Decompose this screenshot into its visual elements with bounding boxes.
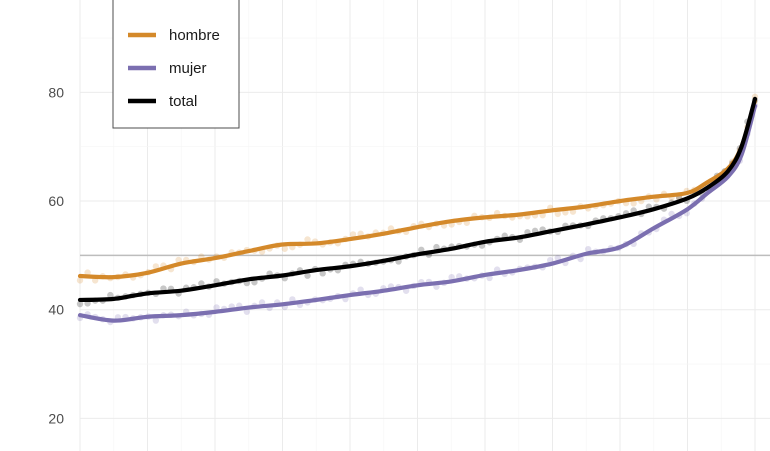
data-point-mujer	[448, 273, 455, 281]
y-tick-label: 60	[48, 193, 64, 209]
data-point-hombre	[304, 236, 311, 243]
data-point-mujer	[213, 304, 220, 311]
data-point-hombre	[630, 200, 637, 207]
data-point-total	[319, 270, 326, 277]
legend-label-hombre: hombre	[169, 27, 220, 44]
data-point-hombre	[349, 231, 357, 238]
data-point-mujer	[243, 308, 251, 315]
data-point-total	[304, 272, 311, 279]
data-point-total	[433, 243, 440, 251]
data-point-total	[107, 291, 114, 299]
data-point-hombre	[554, 210, 562, 218]
legend: hombre mujer total	[112, 0, 240, 129]
data-point-total	[198, 280, 205, 287]
data-point-hombre	[281, 245, 288, 252]
series-line-hombre	[77, 98, 758, 280]
legend-box	[112, 0, 240, 129]
data-point-hombre	[152, 263, 160, 270]
data-point-hombre	[84, 269, 91, 276]
data-point-hombre	[76, 277, 84, 284]
data-point-hombre	[175, 256, 182, 264]
data-point-mujer	[357, 286, 364, 293]
legend-label-total: total	[169, 93, 197, 110]
data-point-mujer	[152, 317, 160, 324]
data-point-total	[76, 300, 84, 308]
y-tick-label: 20	[48, 410, 64, 426]
y-tick-label: 40	[48, 302, 64, 318]
series-line-total	[77, 96, 758, 303]
data-point-mujer	[584, 245, 592, 253]
series-line-mujer	[77, 103, 758, 323]
y-tick-label: 80	[48, 84, 64, 100]
legend-label-mujer: mujer	[169, 60, 207, 77]
